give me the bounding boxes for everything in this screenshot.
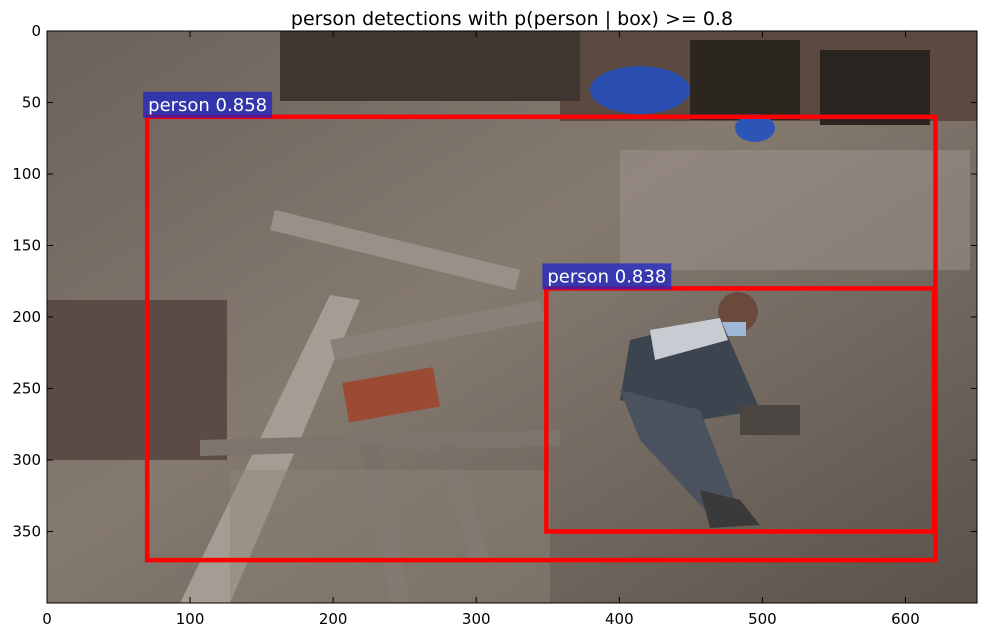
y-tick-label: 250 — [12, 380, 41, 398]
y-tick-label: 50 — [22, 94, 41, 112]
y-tick-label: 100 — [12, 165, 41, 183]
y-tick-label: 150 — [12, 237, 41, 255]
figure-title: person detections with p(person | box) >… — [290, 8, 734, 30]
x-tick-label: 200 — [319, 610, 348, 628]
y-tick-label: 300 — [12, 451, 41, 469]
rubble-photo — [47, 31, 977, 603]
x-tick-label: 400 — [605, 610, 634, 628]
detection-box-2 — [544, 286, 937, 534]
y-tick-label: 350 — [12, 523, 41, 541]
detections-layer: person 0.858 person 0.838 — [143, 91, 938, 563]
y-axis: 0 50 100 150 200 250 300 350 — [12, 22, 977, 541]
detection-label-1: person 0.858 — [148, 95, 267, 116]
x-tick-label: 600 — [891, 610, 920, 628]
detection-label-bg-1 — [143, 91, 273, 118]
x-tick-label: 500 — [748, 610, 777, 628]
detection-label-bg-2 — [542, 263, 672, 290]
y-tick-label: 0 — [31, 22, 41, 40]
x-tick-label: 100 — [176, 610, 205, 628]
y-tick-label: 200 — [12, 308, 41, 326]
x-tick-label: 300 — [462, 610, 491, 628]
detection-label-2: person 0.838 — [547, 266, 666, 287]
blue-barrel — [590, 66, 690, 114]
person-figure — [620, 292, 800, 528]
x-axis: 0 100 200 300 400 500 600 — [42, 31, 920, 628]
x-tick-label: 0 — [42, 610, 52, 628]
